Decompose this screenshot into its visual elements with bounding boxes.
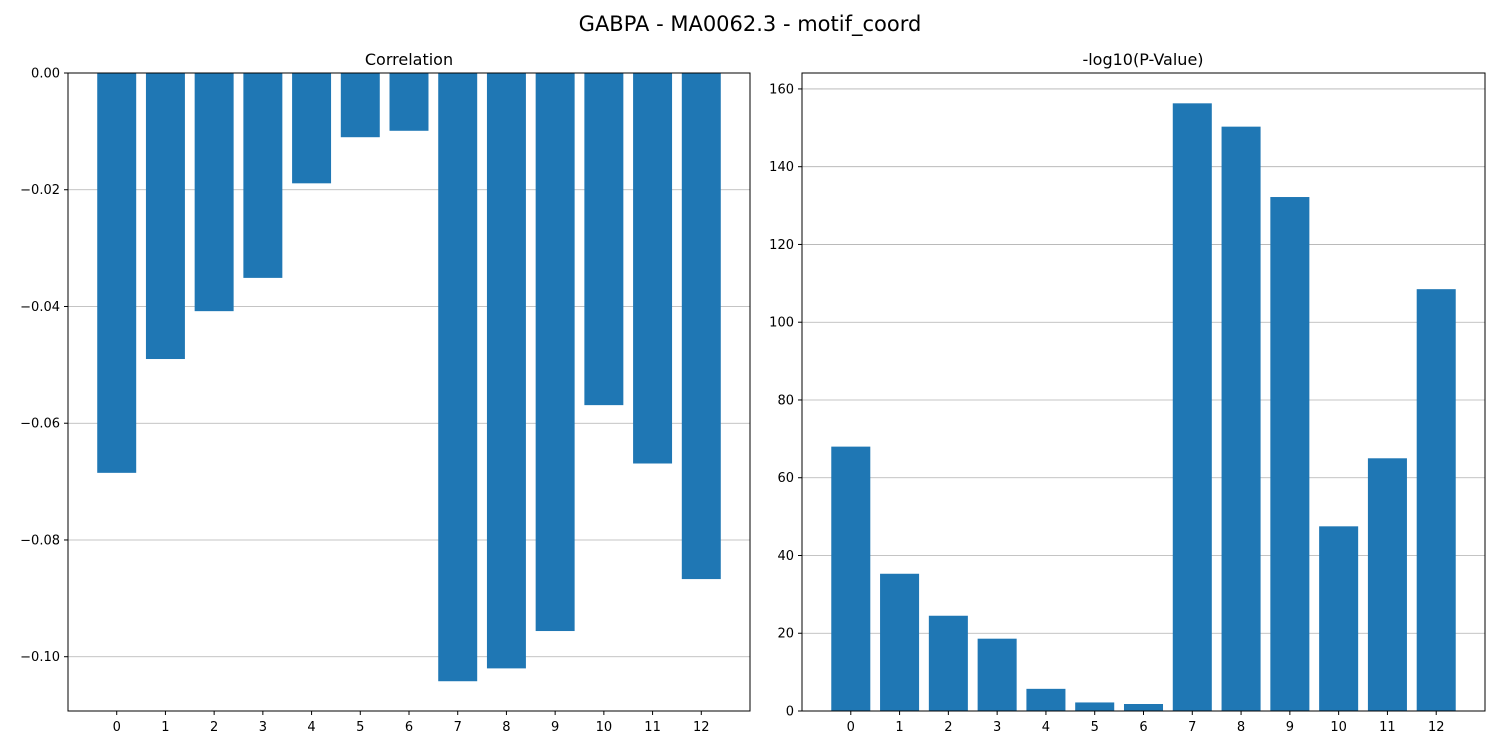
correlation-xtick-label: 7 xyxy=(454,720,462,735)
correlation-bar-10 xyxy=(584,73,624,406)
correlation-xtick-label: 0 xyxy=(113,720,121,735)
correlation-bar-6 xyxy=(389,73,429,131)
pvalue-bar-2 xyxy=(928,615,968,711)
pvalue-bar-4 xyxy=(1026,688,1066,711)
correlation-xtick-label: 1 xyxy=(161,720,169,735)
correlation-chart-title: Correlation xyxy=(365,50,453,69)
correlation-xtick-label: 9 xyxy=(551,720,559,735)
pvalue-ytick-label: 140 xyxy=(769,160,794,175)
pvalue-xtick-label: 8 xyxy=(1237,720,1245,735)
pvalue-bar-7 xyxy=(1172,103,1212,711)
pvalue-bar-3 xyxy=(977,638,1017,711)
pvalue-xtick-label: 1 xyxy=(895,720,903,735)
correlation-xtick-label: 6 xyxy=(405,720,413,735)
correlation-bar-5 xyxy=(340,73,380,138)
pvalue-xtick-label: 12 xyxy=(1428,720,1445,735)
correlation-bar-0 xyxy=(97,73,137,473)
correlation-xtick-label: 5 xyxy=(356,720,364,735)
correlation-xtick-label: 11 xyxy=(644,720,661,735)
pvalue-bar-10 xyxy=(1319,526,1359,711)
correlation-bar-12 xyxy=(681,73,721,580)
pvalue-ytick-label: 0 xyxy=(786,705,794,720)
correlation-ytick-label: −0.10 xyxy=(20,650,60,665)
pvalue-xtick-label: 11 xyxy=(1379,720,1396,735)
correlation-xtick-label: 2 xyxy=(210,720,218,735)
correlation-bar-8 xyxy=(486,73,526,669)
correlation-bar-3 xyxy=(243,73,283,278)
pvalue-bar-1 xyxy=(880,573,920,711)
correlation-ytick-label: −0.02 xyxy=(20,183,60,198)
pvalue-ytick-label: 120 xyxy=(769,238,794,253)
pvalue-xtick-label: 2 xyxy=(944,720,952,735)
correlation-ytick-label: −0.06 xyxy=(20,417,60,432)
pvalue-bar-0 xyxy=(831,446,871,711)
correlation-xtick-label: 3 xyxy=(259,720,267,735)
pvalue-ytick-label: 40 xyxy=(777,549,794,564)
correlation-bar-1 xyxy=(145,73,185,360)
pvalue-xtick-label: 6 xyxy=(1139,720,1147,735)
correlation-bar-11 xyxy=(633,73,673,464)
figure-title: GABPA - MA0062.3 - motif_coord xyxy=(579,12,922,37)
pvalue-xtick-label: 7 xyxy=(1188,720,1196,735)
pvalue-ytick-label: 100 xyxy=(769,316,794,331)
correlation-xtick-label: 4 xyxy=(307,720,315,735)
pvalue-ytick-label: 160 xyxy=(769,82,794,97)
pvalue-bar-6 xyxy=(1123,704,1164,711)
correlation-chart: Correlation 0.00 −0.02 −0.04 −0.06 −0.08 −0.1… xyxy=(20,50,751,735)
pvalue-ytick-label: 80 xyxy=(777,393,794,408)
pvalue-bar-5 xyxy=(1075,702,1115,711)
pvalue-bar-9 xyxy=(1270,197,1310,711)
correlation-bar-4 xyxy=(292,73,332,184)
correlation-xtick-label: 10 xyxy=(596,720,613,735)
pvalue-xtick-label: 10 xyxy=(1330,720,1347,735)
pvalue-ytick-label: 20 xyxy=(777,627,794,642)
pvalue-bar-8 xyxy=(1221,126,1261,711)
pvalue-xtick-label: 9 xyxy=(1286,720,1294,735)
correlation-bar-2 xyxy=(194,73,234,312)
correlation-bar-7 xyxy=(438,73,478,682)
correlation-ytick-label: −0.04 xyxy=(20,300,60,315)
pvalue-bar-12 xyxy=(1416,289,1456,711)
correlation-xtick-label: 12 xyxy=(693,720,710,735)
pvalue-chart-title: -log10(P-Value) xyxy=(1082,50,1203,69)
pvalue-xtick-label: 0 xyxy=(847,720,855,735)
correlation-ytick-label: −0.08 xyxy=(20,533,60,548)
pvalue-bar-11 xyxy=(1367,458,1407,711)
correlation-bar-9 xyxy=(535,73,575,632)
pvalue-xtick-label: 4 xyxy=(1042,720,1050,735)
pvalue-ytick-label: 60 xyxy=(777,471,794,486)
correlation-xtick-label: 8 xyxy=(502,720,510,735)
correlation-ytick-label: 0.00 xyxy=(31,67,60,82)
pvalue-xtick-label: 3 xyxy=(993,720,1001,735)
pvalue-xtick-label: 5 xyxy=(1091,720,1099,735)
